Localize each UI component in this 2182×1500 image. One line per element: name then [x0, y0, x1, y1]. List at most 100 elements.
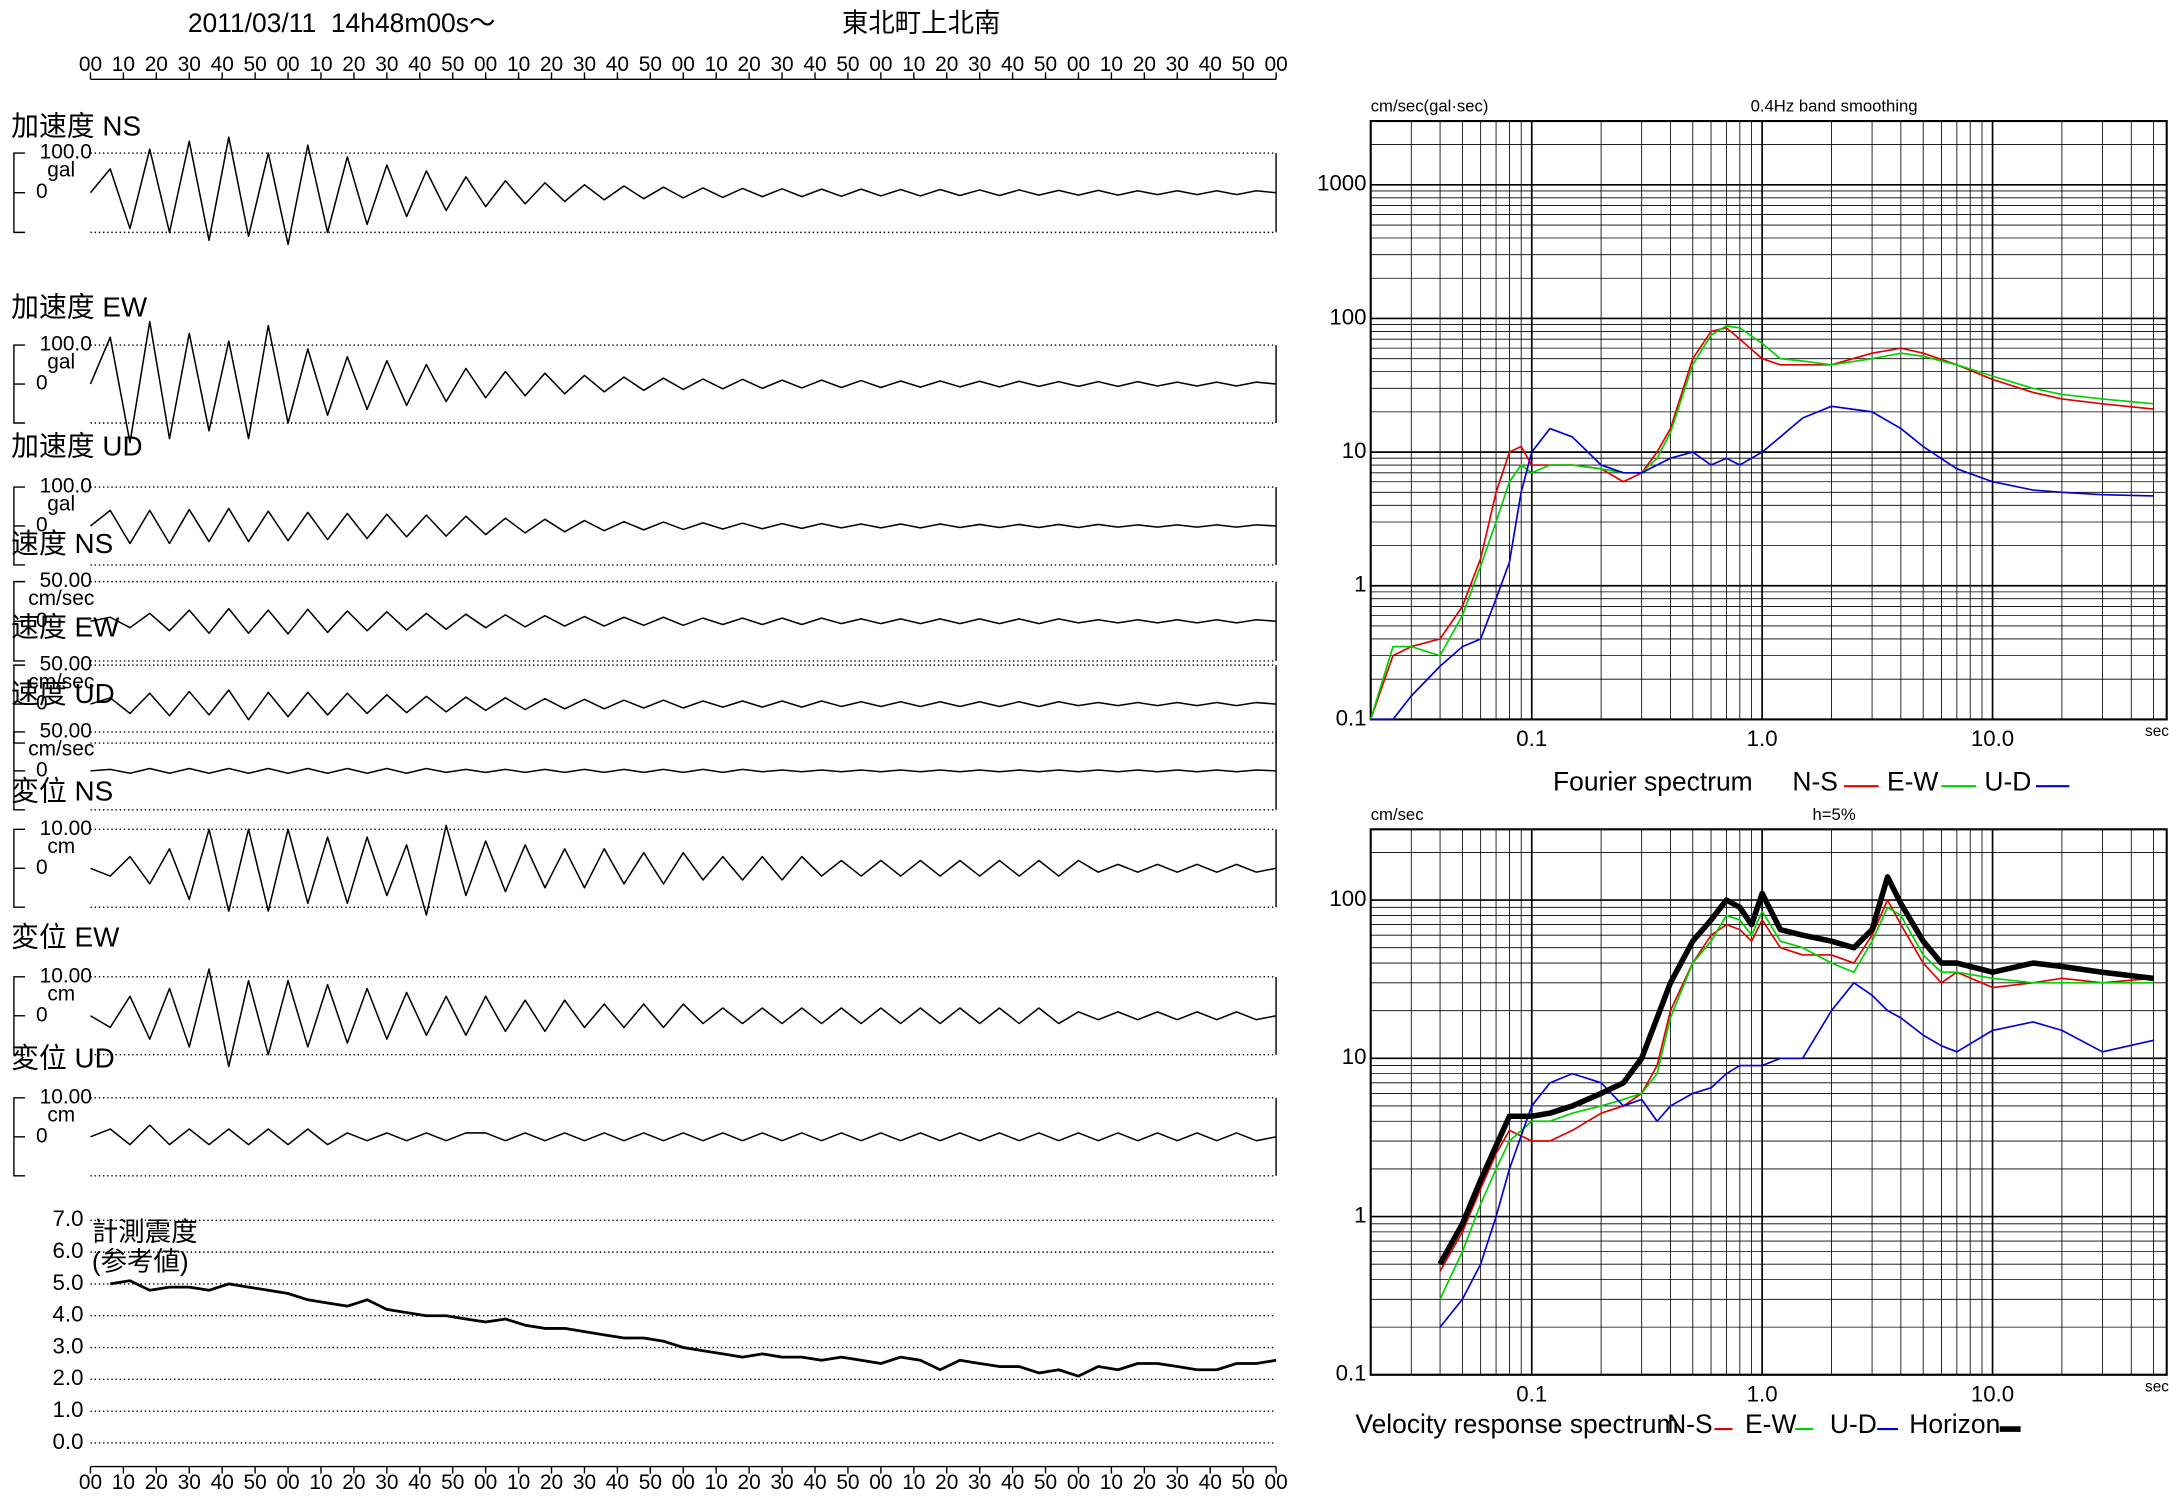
- x-tick-label: 20: [540, 53, 563, 76]
- x-tick-label: 30: [573, 53, 596, 76]
- y-tick-label: 50.00: [40, 569, 92, 592]
- x-tick-label: 40: [606, 1471, 629, 1494]
- y-tick-label: 7.0: [53, 1206, 84, 1231]
- x-tick-label: 30: [1166, 53, 1189, 76]
- y-tick-label: 10: [1342, 1044, 1367, 1069]
- chart-subtitle: 0.4Hz band smoothing: [1751, 97, 1918, 116]
- legend-label: U-D: [1984, 766, 2031, 796]
- trace: [90, 824, 1277, 916]
- legend-label: N-S: [1667, 1409, 1713, 1439]
- x-tick-label: 10: [1100, 53, 1123, 76]
- x-axis-label: sec: [2145, 723, 2169, 740]
- y-tick-label: 6.0: [53, 1238, 84, 1263]
- x-tick-label: 00: [79, 53, 102, 76]
- legend-label: N-S: [1792, 766, 1838, 796]
- x-tick-label: 20: [738, 1471, 761, 1494]
- x-tick-label: 10: [705, 53, 728, 76]
- x-tick-label: 40: [1001, 53, 1024, 76]
- y-tick-label: 10: [1342, 438, 1367, 463]
- x-tick-label: 10.0: [1971, 726, 2014, 751]
- x-tick-label: 00: [474, 1471, 497, 1494]
- trace-title: 速度 NS: [11, 528, 113, 559]
- trace: [90, 689, 1277, 721]
- spectrum-line: [1369, 326, 2154, 720]
- x-tick-label: 50: [639, 1471, 662, 1494]
- trace: [90, 607, 1277, 635]
- x-tick-label: 20: [145, 1471, 168, 1494]
- x-tick-label: 00: [672, 1471, 695, 1494]
- x-tick-label: 30: [178, 53, 201, 76]
- x-tick-label: 30: [770, 1471, 793, 1494]
- x-tick-label: 50: [639, 53, 662, 76]
- x-tick-label: 10: [112, 53, 135, 76]
- y-tick-label: 10.00: [40, 817, 92, 840]
- trace-title: 計測震度: [92, 1217, 198, 1247]
- x-tick-label: 50: [244, 1471, 267, 1494]
- x-tick-label: 50: [244, 53, 267, 76]
- y-tick-label: 10.00: [40, 964, 92, 987]
- trace-title: 変位 EW: [11, 922, 120, 953]
- y-tick-label: 100: [1329, 886, 1366, 911]
- unit-label: cm/sec: [28, 587, 94, 610]
- unit-label: cm/sec: [28, 738, 94, 761]
- legend-label: U-D: [1830, 1409, 1877, 1439]
- x-tick-label: 40: [803, 1471, 826, 1494]
- chart-subtitle: h=5%: [1813, 805, 1856, 824]
- x-tick-label: 00: [1067, 1471, 1090, 1494]
- x-tick-label: 40: [803, 53, 826, 76]
- x-tick-label: 50: [1034, 1471, 1057, 1494]
- trace-title: 加速度 UD: [11, 430, 142, 461]
- x-tick-label: 10: [902, 1471, 925, 1494]
- y-tick-label: 0.1: [1336, 705, 1367, 730]
- x-tick-label: 40: [211, 53, 234, 76]
- trace-title: 加速度 EW: [11, 291, 148, 322]
- x-tick-label: 30: [178, 1471, 201, 1494]
- y-tick-label: 0: [36, 758, 48, 781]
- x-tick-label: 20: [935, 1471, 958, 1494]
- y-tick-label: 0: [36, 1124, 48, 1147]
- y-tick-label: 0.1: [1336, 1361, 1367, 1386]
- datetime: 2011/03/11 14h48m00s～: [188, 8, 496, 38]
- y-tick-label: 100: [1329, 304, 1366, 329]
- trace: [109, 1279, 1277, 1378]
- chart-title: Velocity response spectrum: [1355, 1409, 1678, 1439]
- x-tick-label: 30: [968, 1471, 991, 1494]
- x-tick-label: 50: [836, 53, 859, 76]
- x-tick-label: 50: [441, 53, 464, 76]
- y-tick-label: 4.0: [53, 1302, 84, 1327]
- unit-label: gal: [47, 493, 75, 516]
- x-tick-label: 00: [1067, 53, 1090, 76]
- unit-label: cm/sec: [28, 671, 94, 694]
- x-tick-label: 10.0: [1971, 1382, 2014, 1407]
- trace-title: 速度 UD: [11, 678, 115, 709]
- x-tick-label: 20: [935, 53, 958, 76]
- unit-label: gal: [47, 351, 75, 374]
- x-tick-label: 0.1: [1516, 726, 1547, 751]
- x-tick-label: 00: [474, 53, 497, 76]
- y-tick-label: 3.0: [53, 1333, 84, 1358]
- y-tick-label: 50.00: [40, 653, 92, 676]
- y-tick-label: 1: [1354, 1202, 1366, 1227]
- x-tick-label: 20: [1133, 1471, 1156, 1494]
- y-tick-label: 0: [36, 513, 48, 536]
- y-tick-label: 0: [36, 856, 48, 879]
- trace-title: 加速度 NS: [11, 110, 141, 141]
- x-tick-label: 1.0: [1747, 726, 1778, 751]
- x-tick-label: 00: [869, 53, 892, 76]
- x-tick-label: 40: [408, 1471, 431, 1494]
- trace: [90, 968, 1277, 1068]
- spectrum-line: [1439, 899, 2154, 1272]
- x-tick-label: 20: [342, 53, 365, 76]
- y-tick-label: 100.0: [40, 141, 92, 164]
- x-tick-label: 50: [836, 1471, 859, 1494]
- unit-label: gal: [47, 159, 75, 182]
- spectrum-line: [1439, 981, 2154, 1328]
- station: 東北町上北南: [842, 8, 1001, 38]
- x-tick-label: 10: [507, 53, 530, 76]
- legend-label: E-W: [1745, 1409, 1796, 1439]
- x-tick-label: 50: [1232, 1471, 1255, 1494]
- legend-label: E-W: [1887, 766, 1938, 796]
- y-tick-label: 100.0: [40, 333, 92, 356]
- x-tick-label: 10: [112, 1471, 135, 1494]
